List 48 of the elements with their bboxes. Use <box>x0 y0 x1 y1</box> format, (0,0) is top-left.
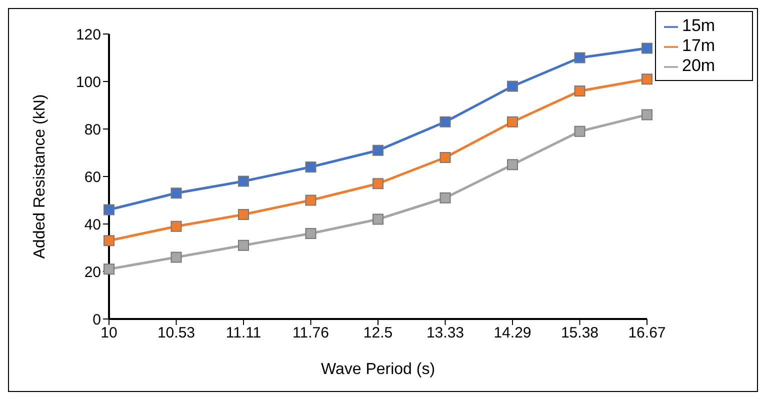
point <box>238 209 249 220</box>
x-tick-label: 11.76 <box>292 324 329 342</box>
x-tick-label: 14.29 <box>494 324 532 342</box>
point <box>170 220 182 232</box>
point <box>642 42 652 54</box>
x-axis-title: Wave Period (s) <box>320 361 436 378</box>
legend-label: 15m <box>682 16 716 35</box>
y-tick-label: 20 <box>84 264 101 281</box>
point <box>170 252 182 263</box>
point <box>372 144 384 156</box>
point <box>238 240 249 251</box>
legend-label: 20m <box>682 56 716 75</box>
legend-label: 17m <box>682 36 716 55</box>
point <box>440 116 451 128</box>
point <box>305 162 316 172</box>
point <box>574 126 586 137</box>
x-tick-label: 15.38 <box>560 324 599 342</box>
point <box>642 74 652 85</box>
x-tick-label: 16.67 <box>628 324 666 342</box>
y-axis-title: Added Resistance (kN) <box>32 94 49 259</box>
point <box>574 86 586 96</box>
x-tick-label: 10.53 <box>157 324 196 342</box>
y-tick-label: 120 <box>76 26 101 44</box>
point <box>642 109 652 120</box>
point <box>104 264 114 275</box>
point <box>170 188 182 199</box>
point <box>305 194 316 206</box>
x-tick-label: 10 <box>100 324 118 342</box>
point <box>507 159 518 170</box>
y-tick-label: 0 <box>92 311 101 328</box>
point <box>507 116 518 128</box>
point <box>305 228 316 239</box>
y-tick-label: 40 <box>84 216 101 234</box>
point <box>574 52 586 64</box>
x-tick-label: 13.33 <box>426 324 464 342</box>
point <box>372 178 384 190</box>
point <box>238 176 249 187</box>
point <box>440 152 451 163</box>
point <box>104 204 114 216</box>
x-tick-label: 11.11 <box>226 324 262 342</box>
point <box>507 80 518 92</box>
y-tick-label: 60 <box>84 168 101 186</box>
y-tick-label: 100 <box>76 74 101 91</box>
y-tick-label: 80 <box>84 121 101 138</box>
x-tick-label: 12.5 <box>363 324 393 342</box>
point <box>440 192 451 204</box>
point <box>104 235 114 246</box>
point <box>372 214 384 225</box>
